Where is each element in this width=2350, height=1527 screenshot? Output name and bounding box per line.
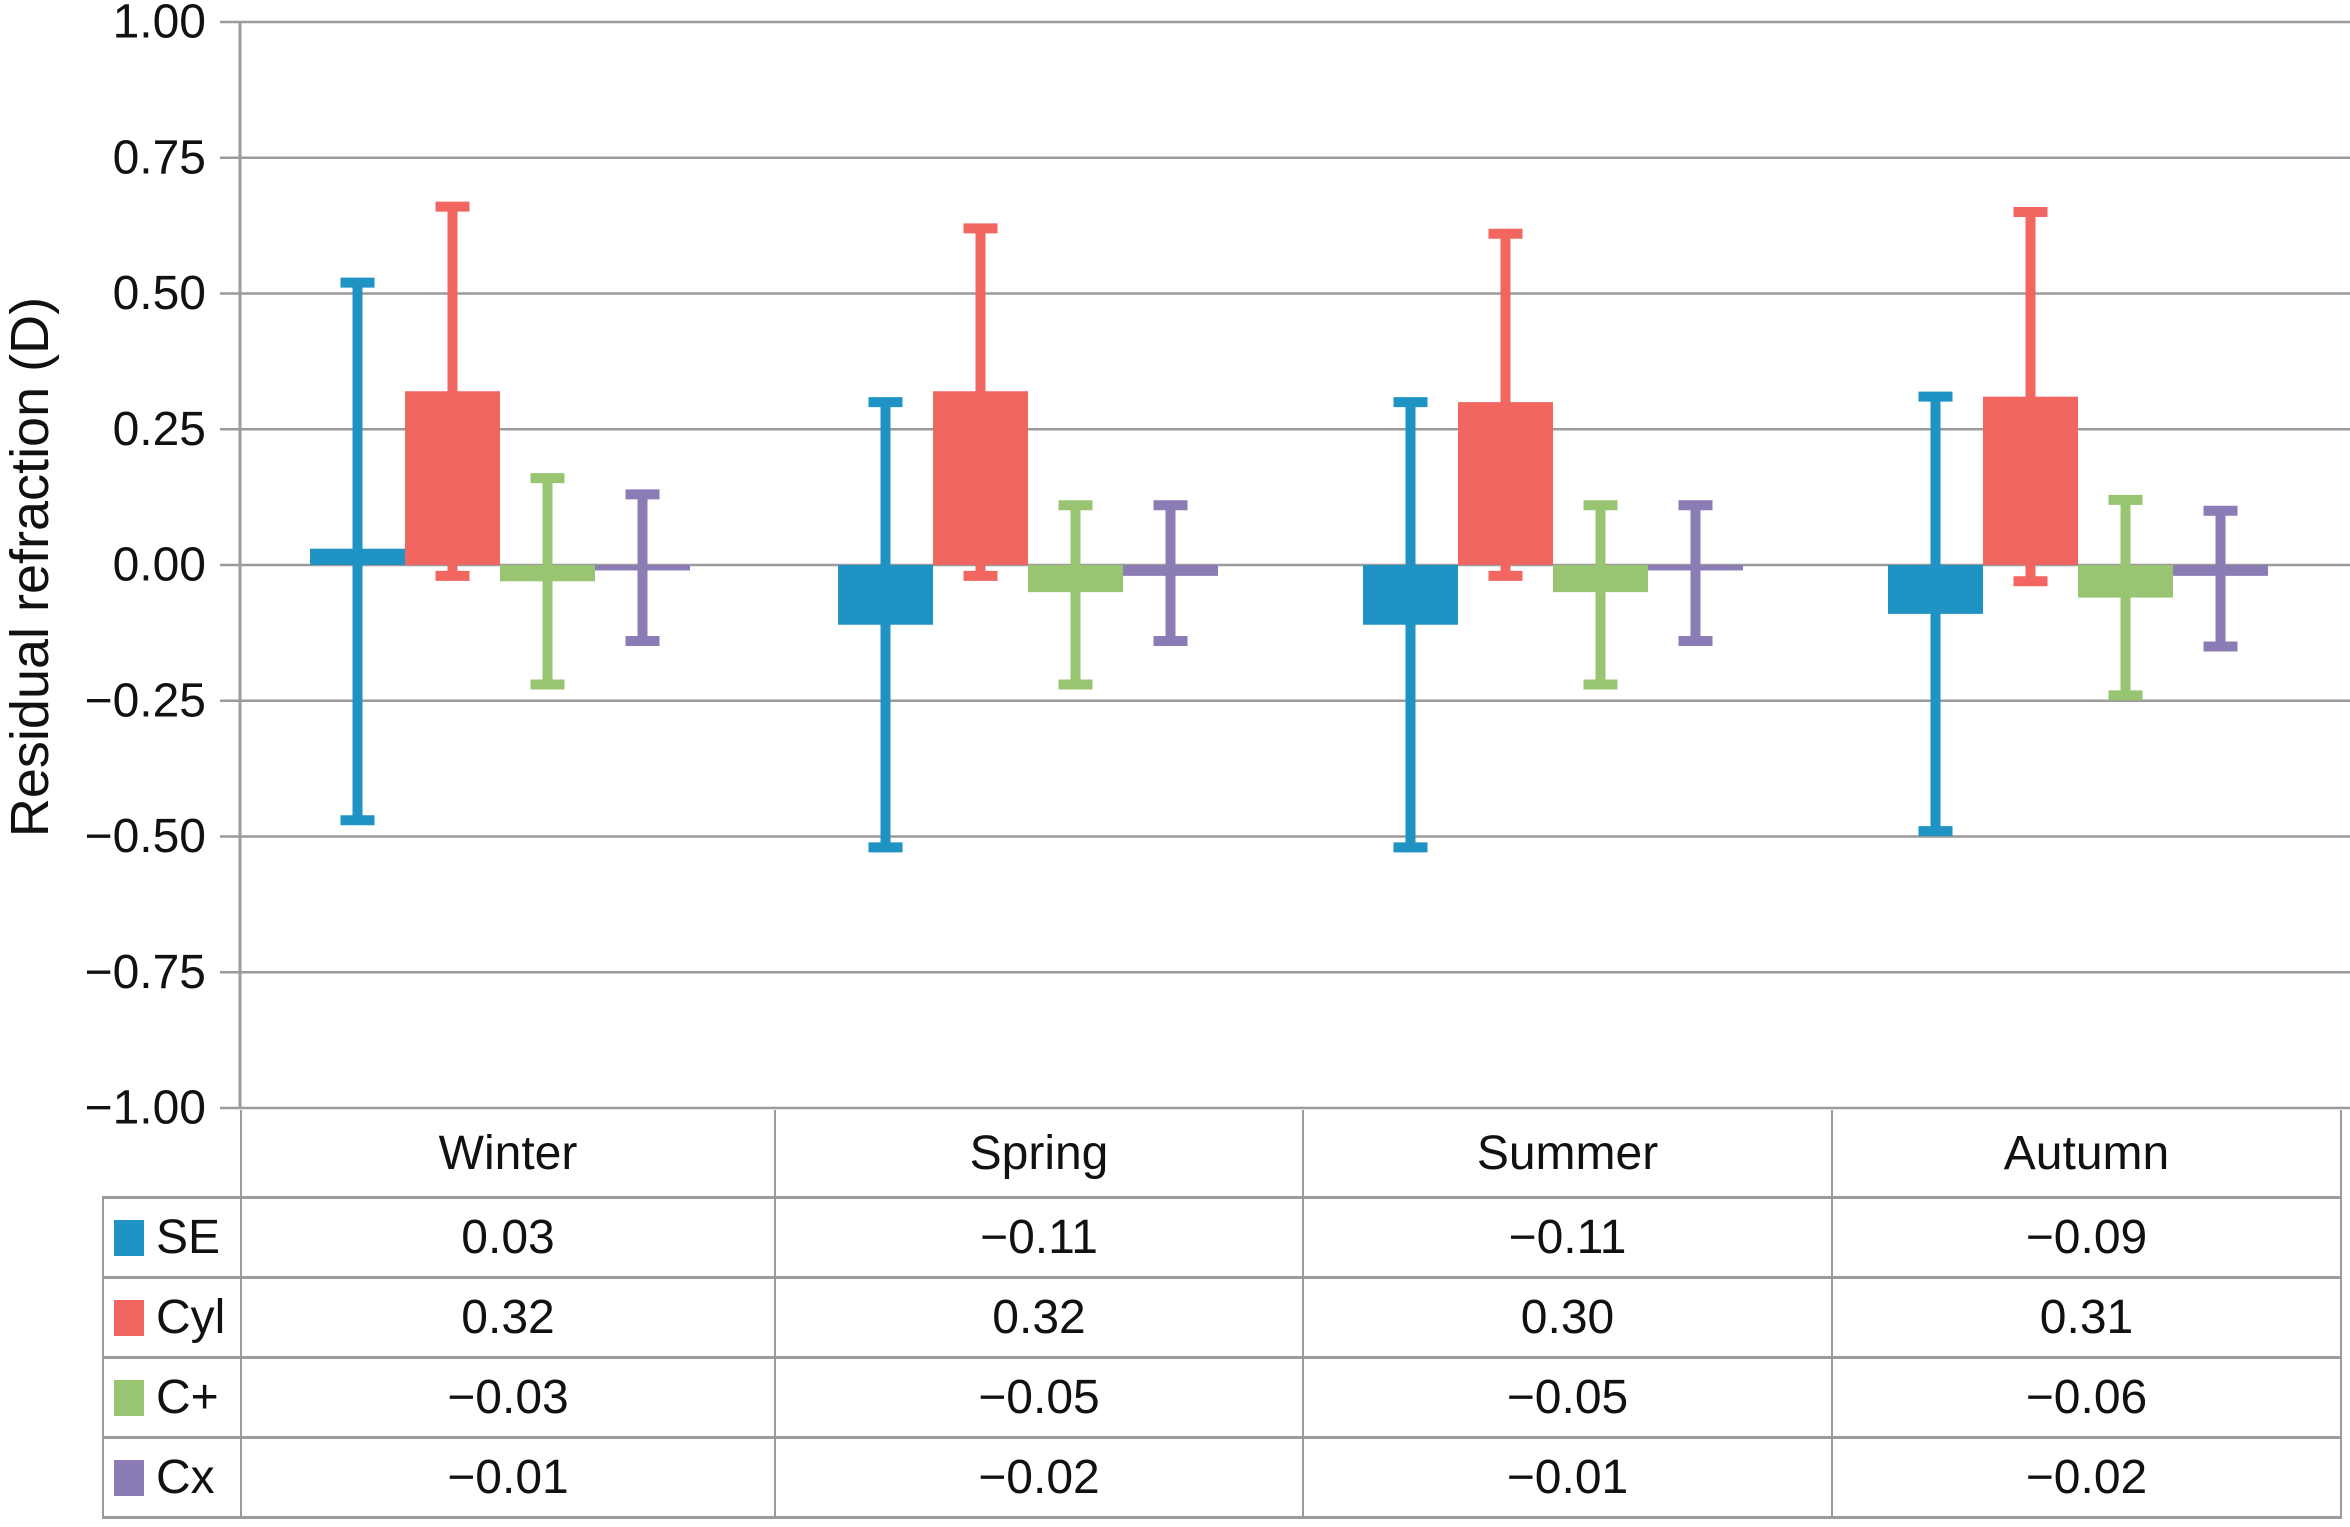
y-tick-label: −0.75 xyxy=(85,946,206,999)
table-value-cell: −0.09 xyxy=(1831,1196,2342,1276)
table-value-cell: 0.30 xyxy=(1302,1276,1831,1356)
table-value-cell: −0.03 xyxy=(240,1356,774,1436)
legend-label: SE xyxy=(156,1211,221,1264)
table-header-spring: Spring xyxy=(774,1110,1302,1196)
table-value-cell: 0.31 xyxy=(1831,1276,2342,1356)
legend-item-Cyl: Cyl xyxy=(102,1276,240,1356)
table-value-cell: −0.02 xyxy=(774,1436,1302,1516)
table-value-cell: 0.03 xyxy=(240,1196,774,1276)
table-header-autumn: Autumn xyxy=(1831,1110,2342,1196)
table-value-cell: −0.11 xyxy=(774,1196,1302,1276)
table-value-cell: 0.32 xyxy=(774,1276,1302,1356)
legend-label: Cx xyxy=(156,1451,215,1504)
legend-label: C+ xyxy=(156,1371,219,1424)
bars-and-error-bars xyxy=(310,201,2268,853)
table-header-winter: Winter xyxy=(240,1110,774,1196)
y-tick-label: 0.50 xyxy=(113,267,206,320)
y-tick-label: 0.75 xyxy=(113,131,206,184)
y-tick-label: −0.50 xyxy=(85,810,206,863)
legend-swatch-SE xyxy=(114,1219,144,1256)
y-axis-title: Residual refraction (D) xyxy=(0,296,60,838)
y-tick-label: −1.00 xyxy=(85,1082,206,1135)
table-value-cell: −0.02 xyxy=(1831,1436,2342,1516)
table-value-cell: −0.05 xyxy=(1302,1356,1831,1436)
legend-item-SE: SE xyxy=(102,1196,240,1276)
table-value-cell: 0.32 xyxy=(240,1276,774,1356)
y-tick-label: 1.00 xyxy=(113,0,206,49)
table-value-cell: −0.01 xyxy=(1302,1436,1831,1516)
y-tick-label: 0.25 xyxy=(113,403,206,456)
table-header-summer: Summer xyxy=(1302,1110,1831,1196)
data-table: Winter Spring Summer Autumn SE 0.03 −0.11 −0.11… xyxy=(102,1110,2342,1519)
legend-item-C+: C+ xyxy=(102,1356,240,1436)
table-value-cell: −0.05 xyxy=(774,1356,1302,1436)
legend-label: Cyl xyxy=(156,1291,226,1344)
legend-swatch-C+ xyxy=(114,1379,144,1416)
y-tick-label: −0.25 xyxy=(85,674,206,727)
table-corner-blank xyxy=(102,1110,240,1196)
legend-swatch-Cyl xyxy=(114,1299,144,1336)
y-tick-label: 0.00 xyxy=(113,539,206,592)
table-value-cell: −0.06 xyxy=(1831,1356,2342,1436)
table-value-cell: −0.11 xyxy=(1302,1196,1831,1276)
table-value-cell: −0.01 xyxy=(240,1436,774,1516)
legend-swatch-Cx xyxy=(114,1459,144,1496)
y-axis-tick-labels: 1.00 0.75 0.50 0.25 0.00 −0.25 −0.50 −0.75 −1.00 xyxy=(85,0,206,1135)
legend-item-Cx: Cx xyxy=(102,1436,240,1516)
